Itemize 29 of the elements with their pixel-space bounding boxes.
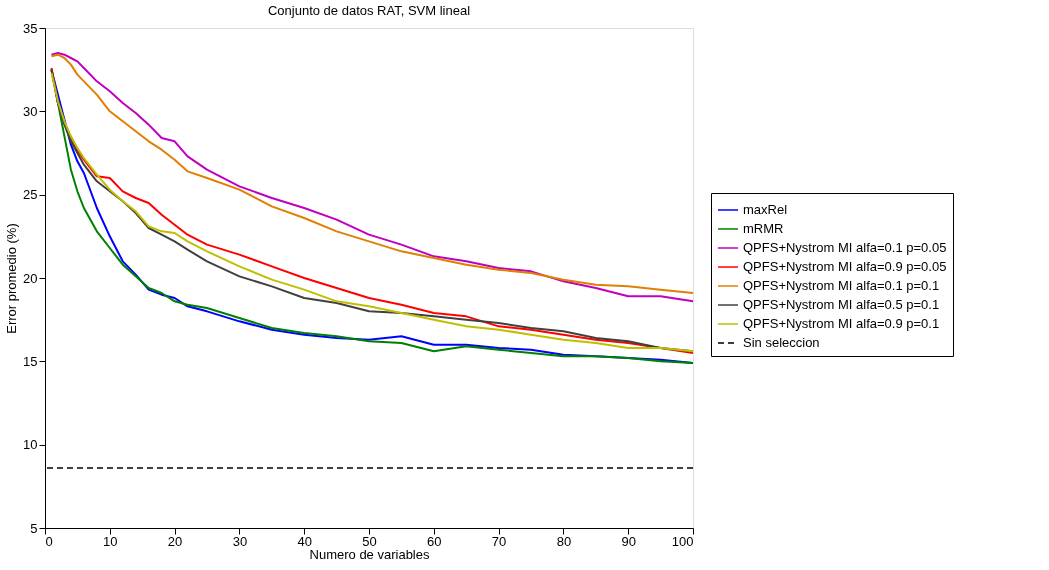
- y-tick-label: 35: [23, 20, 38, 36]
- y-tick-label: 15: [23, 353, 38, 369]
- y-axis-title: Error promedio (%): [4, 223, 20, 334]
- y-tick-label: 20: [23, 270, 38, 286]
- x-tick-label: 10: [103, 533, 118, 549]
- x-axis-title: Numero de variables: [309, 546, 430, 562]
- x-tick-label: 40: [297, 533, 312, 549]
- x-tick-label: 50: [362, 533, 377, 549]
- y-tick-label: 30: [23, 103, 38, 119]
- x-tick-label: 60: [427, 533, 442, 549]
- y-tick-label: 5: [30, 520, 38, 536]
- legend-label: mRMR: [743, 221, 784, 236]
- x-tick-label: 80: [556, 533, 572, 549]
- legend-label: QPFS+Nystrom MI alfa=0.1 p=0.1: [743, 278, 940, 293]
- x-tick-label: 0: [45, 533, 53, 549]
- legend-label: QPFS+Nystrom MI alfa=0.5 p=0.1: [743, 297, 940, 312]
- x-tick-label: 70: [491, 533, 507, 549]
- x-tick-label: 90: [621, 533, 636, 549]
- y-tick-label: 10: [23, 437, 38, 453]
- legend-label: QPFS+Nystrom MI alfa=0.9 p=0.1: [743, 316, 940, 331]
- legend-label: QPFS+Nystrom MI alfa=0.1 p=0.05: [743, 240, 947, 255]
- x-tick-label: 30: [232, 533, 248, 549]
- legend-label: maxRel: [743, 202, 788, 217]
- legend-label: QPFS+Nystrom MI alfa=0.9 p=0.05: [743, 259, 947, 274]
- x-tick-label: 100: [671, 533, 694, 549]
- y-tick-label: 25: [23, 187, 38, 203]
- chart-title: Conjunto de datos RAT, SVM lineal: [267, 3, 471, 18]
- legend-label: Sin seleccion: [743, 335, 820, 350]
- x-tick-label: 20: [167, 533, 183, 549]
